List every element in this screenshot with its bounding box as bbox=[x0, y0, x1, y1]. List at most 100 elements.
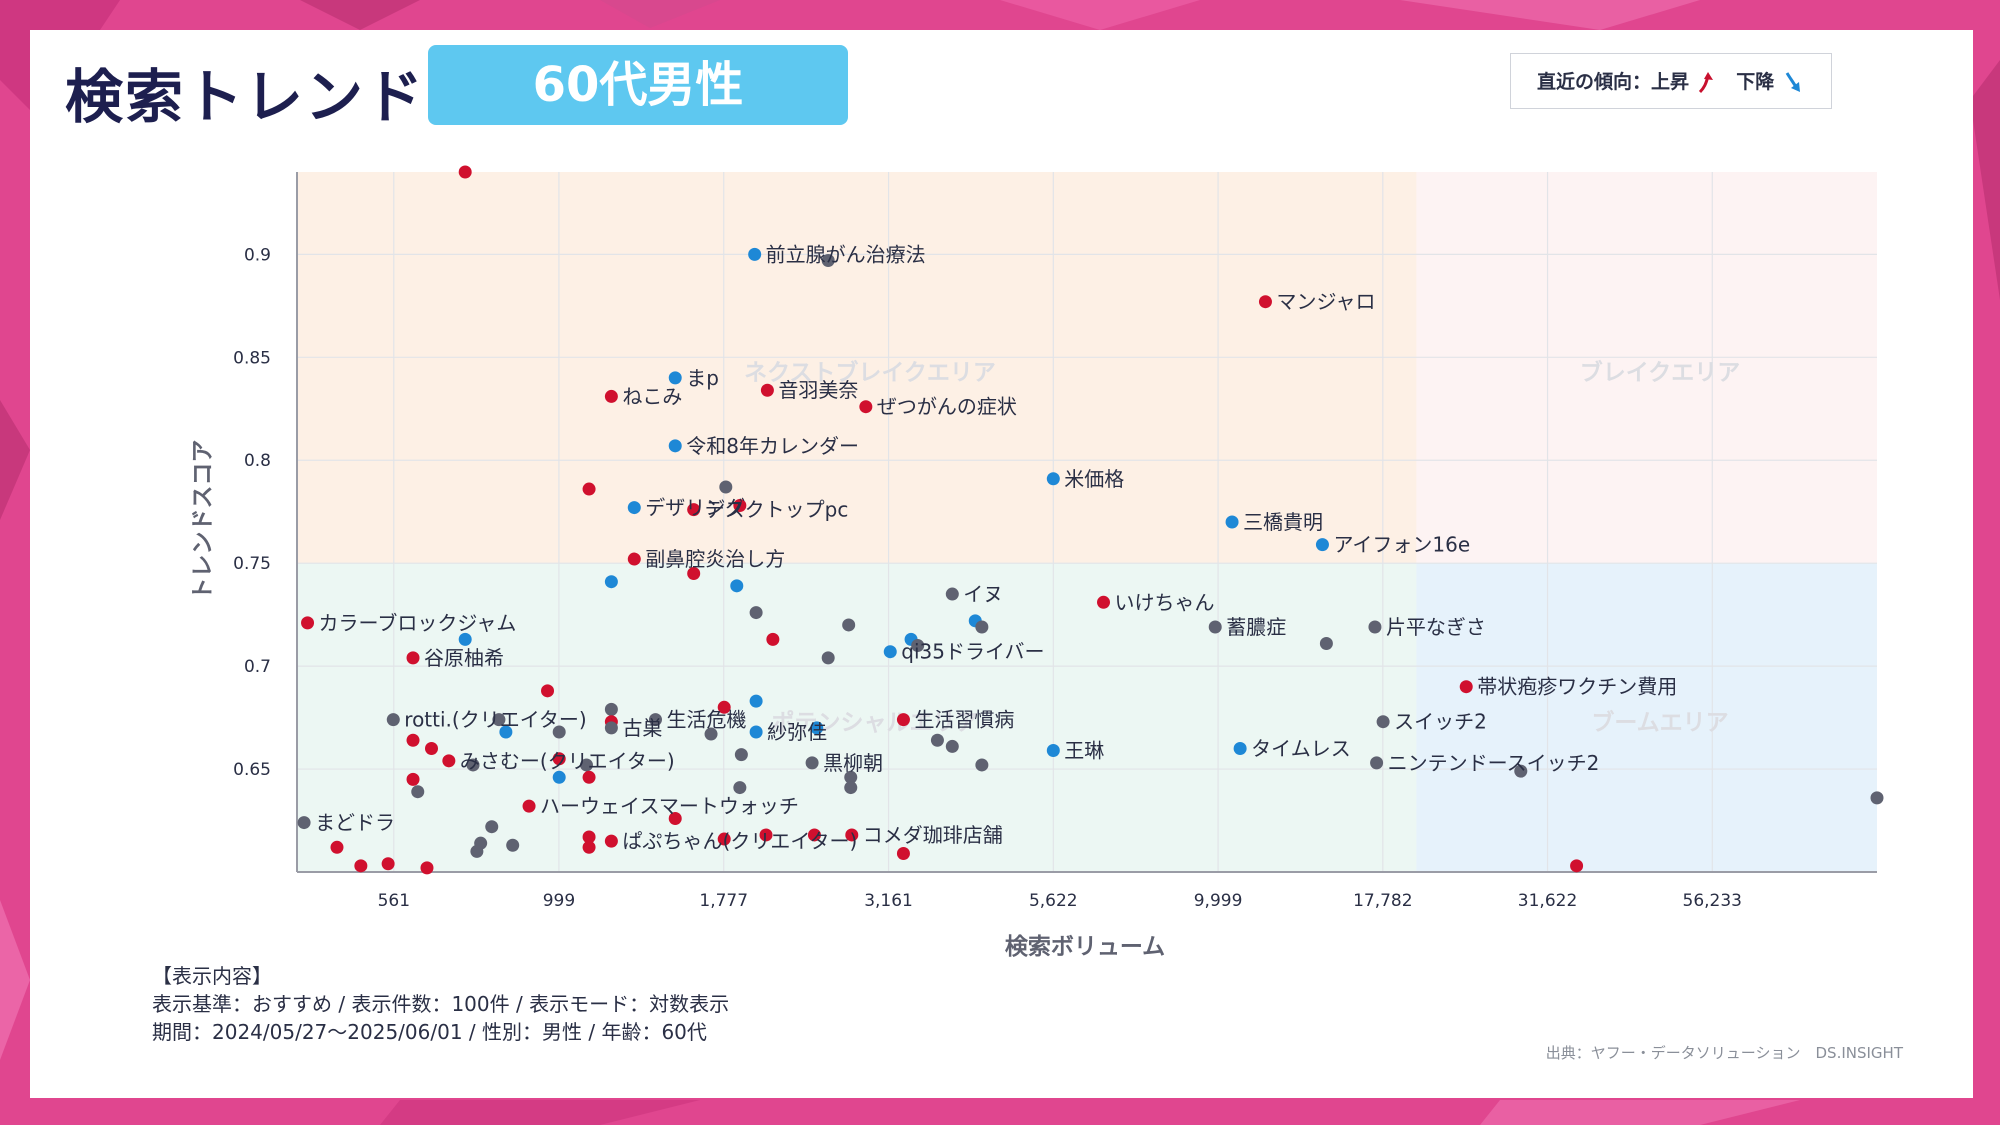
notes-heading: 【表示内容】 bbox=[152, 964, 272, 988]
data-point-up bbox=[604, 389, 618, 403]
data-point-neutral bbox=[470, 844, 484, 858]
area-next-break bbox=[297, 172, 1417, 564]
legend-down-label: 下降 bbox=[1736, 71, 1775, 93]
x-tick-label: 3,161 bbox=[864, 891, 913, 911]
area-break bbox=[1416, 172, 1877, 564]
x-tick-label: 5,622 bbox=[1029, 891, 1078, 911]
data-label: 米価格 bbox=[1064, 467, 1124, 491]
data-point-up bbox=[522, 799, 536, 813]
display-notes: 【表示内容】 表示基準：おすすめ / 表示件数：100件 / 表示モード：対数表… bbox=[152, 962, 729, 1046]
y-tick-label: 0.85 bbox=[233, 348, 271, 368]
data-label: ぜつがんの症状 bbox=[877, 395, 1017, 419]
data-point-up bbox=[582, 770, 596, 784]
data-point-up bbox=[687, 503, 701, 517]
data-point-up bbox=[759, 828, 773, 842]
data-point-neutral bbox=[733, 781, 747, 795]
data-point-neutral bbox=[842, 618, 856, 632]
x-tick-label: 56,233 bbox=[1683, 891, 1742, 911]
data-label: 令和8年カレンダー bbox=[686, 434, 859, 458]
data-label: 生活危機 bbox=[666, 708, 746, 732]
data-point-neutral bbox=[844, 781, 858, 795]
data-label: ハーウェイスマートウォッチ bbox=[540, 794, 799, 818]
page-title: 検索トレンド bbox=[65, 63, 426, 131]
data-point-up bbox=[604, 834, 618, 848]
data-label: ねこみ bbox=[622, 384, 682, 408]
data-label: rotti.(クリエイター) bbox=[404, 708, 586, 732]
data-point-up bbox=[733, 499, 747, 513]
data-point-neutral bbox=[297, 816, 311, 830]
data-label: 黒柳朝 bbox=[823, 751, 883, 775]
data-point-up bbox=[541, 684, 555, 698]
data-label: 紗弥佳 bbox=[767, 720, 827, 744]
data-point-up bbox=[760, 383, 774, 397]
data-point-neutral bbox=[411, 785, 425, 799]
data-point-up bbox=[406, 772, 420, 786]
x-tick-label: 17,782 bbox=[1353, 891, 1412, 911]
data-point-down bbox=[810, 721, 824, 735]
area-label-boom: ブームエリア bbox=[1591, 709, 1728, 736]
data-label: タイムレス bbox=[1251, 736, 1351, 760]
data-point-neutral bbox=[805, 756, 819, 770]
x-tick-label: 999 bbox=[543, 891, 575, 911]
data-point-neutral bbox=[1870, 791, 1884, 805]
data-point-down bbox=[730, 579, 744, 593]
data-label: 古巣 bbox=[622, 716, 662, 740]
data-point-up bbox=[687, 566, 701, 580]
data-point-neutral bbox=[466, 758, 480, 772]
data-label: まp bbox=[686, 366, 719, 390]
y-tick-label: 0.75 bbox=[233, 554, 271, 574]
data-point-down bbox=[883, 645, 897, 659]
data-point-down bbox=[1225, 515, 1239, 529]
area-label-potential: ポテンシャルエリア bbox=[772, 709, 979, 736]
data-point-neutral bbox=[911, 639, 925, 653]
data-point-neutral bbox=[975, 620, 989, 634]
data-point-neutral bbox=[386, 713, 400, 727]
data-point-up bbox=[1258, 295, 1272, 309]
data-point-up bbox=[896, 846, 910, 860]
data-point-up bbox=[1459, 680, 1473, 694]
source-credit: 出典：ヤフー・データソリューション DS.INSIGHT bbox=[1545, 1044, 1903, 1062]
data-point-down bbox=[1046, 472, 1060, 486]
data-point-neutral bbox=[579, 758, 593, 772]
data-point-up bbox=[859, 400, 873, 414]
data-point-up bbox=[406, 733, 420, 747]
data-point-up bbox=[420, 861, 434, 875]
data-point-neutral bbox=[1208, 620, 1222, 634]
data-point-up bbox=[1097, 595, 1111, 609]
data-label: アイフォン16e bbox=[1333, 533, 1470, 557]
data-point-neutral bbox=[704, 727, 718, 741]
data-point-neutral bbox=[945, 587, 959, 601]
data-point-neutral bbox=[844, 770, 858, 784]
data-label: マンジャロ bbox=[1276, 290, 1375, 314]
data-point-neutral bbox=[719, 480, 733, 494]
data-point-up bbox=[406, 651, 420, 665]
y-tick-label: 0.7 bbox=[244, 657, 271, 677]
data-point-up bbox=[1570, 859, 1584, 873]
data-label: ニンテンドースイッチ2 bbox=[1388, 751, 1600, 775]
data-point-neutral bbox=[1370, 756, 1384, 770]
data-point-down bbox=[748, 247, 762, 261]
data-point-neutral bbox=[821, 651, 835, 665]
data-label: 音羽美奈 bbox=[778, 378, 858, 402]
x-axis-title: 検索ボリューム bbox=[1005, 934, 1165, 960]
data-point-up bbox=[354, 859, 368, 873]
notes-line-2: 期間：2024/05/27〜2025/06/01 / 性別：男性 / 年齢：60… bbox=[152, 1020, 707, 1044]
data-point-neutral bbox=[821, 254, 835, 268]
data-point-down bbox=[458, 632, 472, 646]
x-tick-label: 9,999 bbox=[1194, 891, 1243, 911]
data-point-neutral bbox=[734, 748, 748, 762]
area-label-next-break: ネクストブレイクエリア bbox=[744, 359, 996, 386]
data-point-up bbox=[845, 828, 859, 842]
area-label-break: ブレイクエリア bbox=[1580, 359, 1741, 386]
notes-line-1: 表示基準：おすすめ / 表示件数：100件 / 表示モード：対数表示 bbox=[152, 992, 730, 1016]
y-tick-label: 0.8 bbox=[244, 451, 271, 471]
data-label: スイッチ2 bbox=[1394, 710, 1487, 734]
data-point-up bbox=[442, 754, 456, 768]
data-point-neutral bbox=[492, 713, 506, 727]
data-label: ぱぷちゃん(クリエイター) bbox=[622, 829, 857, 853]
data-point-neutral bbox=[945, 739, 959, 753]
y-axis-title: トレンドスコア bbox=[190, 440, 216, 601]
data-point-neutral bbox=[485, 820, 499, 834]
data-point-up bbox=[717, 832, 731, 846]
data-label: イヌ bbox=[963, 582, 1003, 606]
